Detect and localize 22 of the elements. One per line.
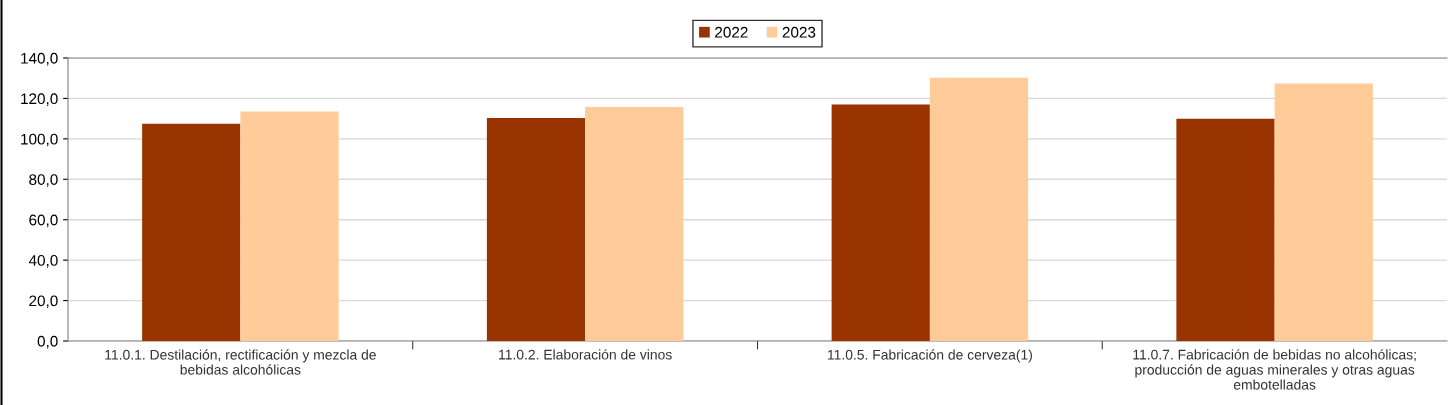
y-tick-label: 80,0 <box>29 174 58 187</box>
y-tick-label: 140,0 <box>21 52 58 66</box>
y-tick-label: 20,0 <box>29 295 58 309</box>
x-tick-label: 11.0.5. Fabricación de cerveza(1) <box>828 349 1032 363</box>
y-tick-label: 120,0 <box>21 93 58 106</box>
y-tick-label: 40,0 <box>28 255 58 268</box>
bar <box>1176 118 1275 341</box>
y-tick-label: 100,0 <box>21 133 58 147</box>
bar <box>240 111 339 341</box>
bar <box>486 118 586 341</box>
x-tick-label: 11.0.1. Destilación, rectificación y mezcla de bebidas alcohólicas <box>105 349 376 375</box>
bar <box>831 104 930 341</box>
legend-label: 2023 <box>782 26 816 38</box>
y-tick-label: 0,0 <box>37 335 58 349</box>
bar <box>1274 83 1373 341</box>
legend-label: 2022 <box>715 26 748 38</box>
y-tick-label: 60,0 <box>29 214 58 228</box>
bar <box>585 106 684 341</box>
x-tick-label: 11.0.2. Elaboración de vinos <box>499 349 672 360</box>
x-tick-label: 11.0.7. Fabricación de bebidas no alcohólicas; producción de aguas minerales y otras aguas embotelladas <box>1133 349 1416 390</box>
bar <box>142 123 241 341</box>
bar <box>929 77 1029 341</box>
